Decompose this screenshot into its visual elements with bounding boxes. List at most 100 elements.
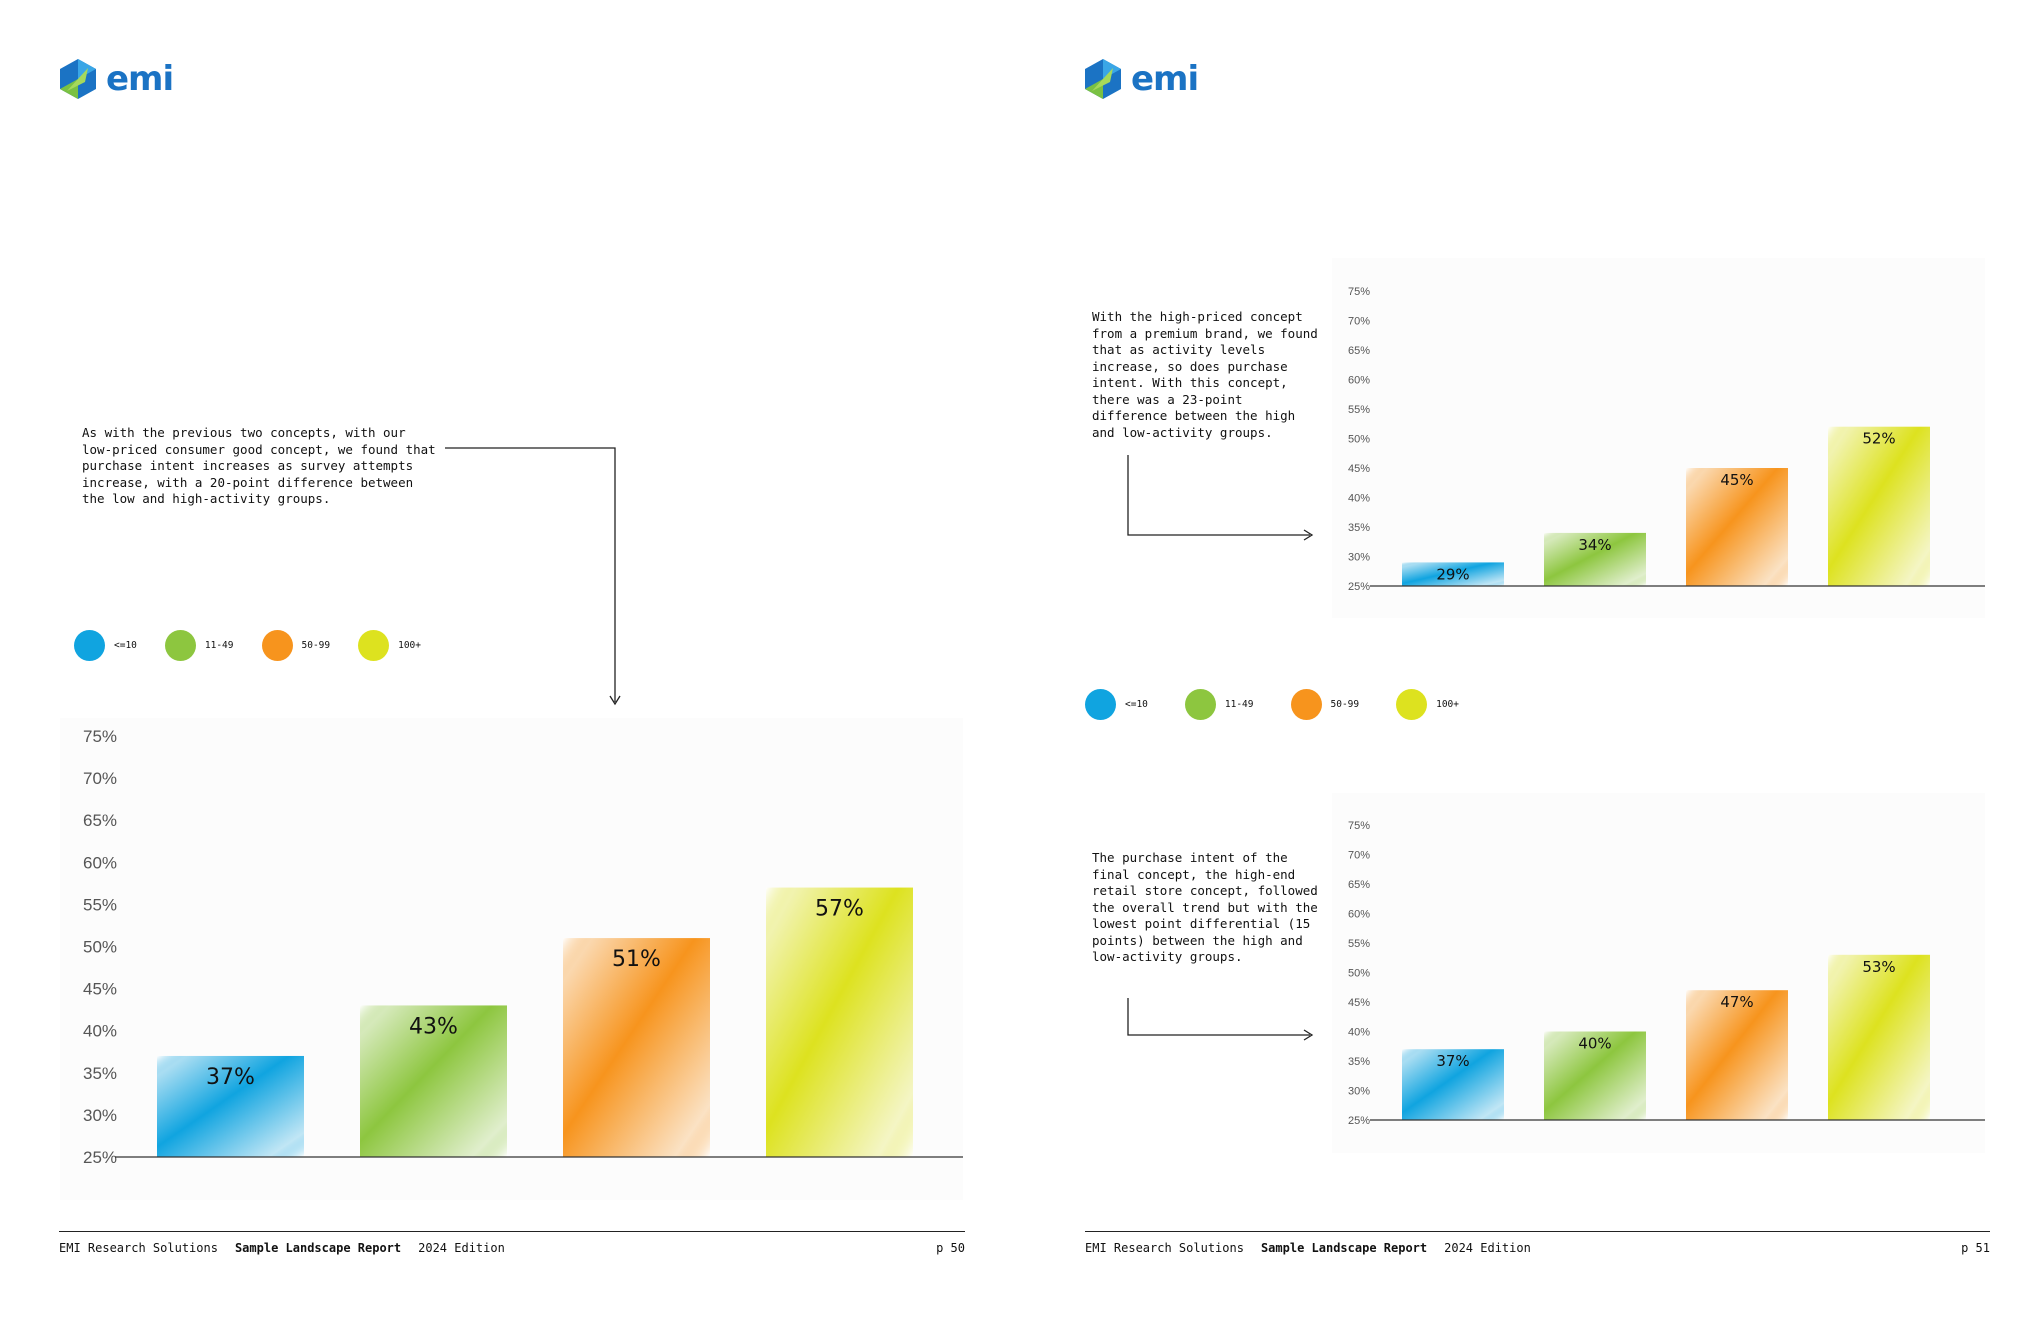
legend-item: 11-49 — [164, 630, 234, 661]
y-tick-label: 60% — [83, 853, 117, 872]
legend-label: 11-49 — [1224, 699, 1254, 710]
y-tick-label: 65% — [1348, 345, 1370, 357]
y-tick-label: 60% — [1348, 374, 1370, 386]
y-tick-label: 65% — [83, 811, 117, 830]
legend-label: 50-99 — [301, 640, 331, 651]
bar — [157, 1055, 304, 1157]
callout-text-bottom: The purchase intent of the final concept… — [1092, 850, 1318, 964]
y-tick-label: 25% — [83, 1148, 117, 1167]
y-tick-label: 70% — [83, 769, 117, 788]
y-tick-label: 75% — [1348, 820, 1370, 832]
legend-item: 100+ — [358, 630, 421, 661]
legend: <=10 11-49 50-99 100+ — [74, 630, 449, 661]
emi-hexagon-icon — [60, 59, 96, 99]
bar-value-label: 37% — [206, 1065, 255, 1090]
bar — [360, 1005, 507, 1157]
y-tick-label: 50% — [1348, 967, 1370, 979]
legend-swatch — [164, 630, 196, 661]
emi-logo: emi — [1083, 58, 1199, 100]
bar-value-label: 40% — [1578, 1035, 1611, 1053]
bar-value-label: 37% — [1436, 1052, 1469, 1070]
legend-swatch — [261, 630, 293, 661]
bar — [1544, 1031, 1646, 1120]
y-tick-label: 35% — [83, 1064, 117, 1083]
legend-swatch — [358, 630, 390, 661]
page-right: emi With the high-priced concept from a … — [1020, 0, 2040, 1320]
bar-value-label: 29% — [1436, 565, 1469, 583]
page-left: emi As with the previous two concepts, w… — [58, 58, 965, 1255]
y-tick-label: 60% — [1348, 908, 1370, 920]
legend-label: <=10 — [1125, 699, 1148, 710]
bar-value-label: 57% — [815, 897, 864, 922]
legend-label: <=10 — [114, 640, 137, 651]
bar-value-label: 53% — [1862, 958, 1895, 976]
legend-label: 100+ — [398, 640, 421, 651]
bar — [1828, 954, 1930, 1120]
bar-chart-left: 25% 30% 35% 40% 45% 50% 55% 60% 65% 70% 75% 37% 43% 5… — [60, 718, 963, 1200]
legend-item: 100+ — [1396, 689, 1459, 720]
bar-value-label: 43% — [409, 1014, 458, 1039]
bar-chart-svg: 25% 30% 35% 40% 45% 50% 55% 60% 65% 70% 75% 37% 43% 5… — [83, 727, 963, 1167]
bar — [563, 938, 710, 1157]
y-tick-label: 70% — [1348, 849, 1370, 861]
callout-text-top: With the high-priced concept from a prem… — [1092, 309, 1318, 440]
bar-chart-svg: 25% 30% 35% 40% 45% 50% 55% 60% 65% 70% 75% 29% 34% 4… — [1348, 286, 1985, 593]
emi-logo: emi — [58, 58, 174, 100]
y-tick-label: 50% — [1348, 433, 1370, 445]
y-tick-label: 30% — [1348, 1085, 1370, 1097]
bar — [766, 887, 913, 1157]
y-tick-label: 45% — [83, 980, 117, 999]
y-tick-label: 55% — [1348, 938, 1370, 950]
legend-item: 50-99 — [1290, 689, 1359, 720]
y-tick-label: 40% — [1348, 1026, 1370, 1038]
footer-org: EMI Research Solutions — [59, 1241, 218, 1255]
footer: EMI Research Solutions Sample Landscape … — [59, 1231, 965, 1255]
footer-page-number: p 50 — [936, 1241, 965, 1255]
y-tick-label: 70% — [1348, 315, 1370, 327]
y-tick-label: 45% — [1348, 997, 1370, 1009]
bar-chart-right-top: 25% 30% 35% 40% 45% 50% 55% 60% 65% 70% 75% 29% 34% 4… — [1332, 258, 1985, 618]
bar — [1686, 990, 1788, 1120]
legend-label: 100+ — [1436, 699, 1459, 710]
y-tick-label: 25% — [1348, 581, 1370, 593]
bar-value-label: 45% — [1720, 471, 1753, 489]
y-tick-label: 25% — [1348, 1115, 1370, 1127]
y-tick-label: 65% — [1348, 879, 1370, 891]
bar-value-label: 51% — [612, 947, 661, 972]
legend: <=10 11-49 50-99 100+ — [1085, 689, 1487, 720]
footer: EMI Research Solutions Sample Landscape … — [1085, 1231, 1990, 1255]
legend-swatch — [1085, 689, 1116, 720]
bar-value-label: 52% — [1862, 430, 1895, 448]
bar — [1686, 468, 1788, 586]
legend-swatch — [74, 630, 105, 661]
y-tick-label: 40% — [83, 1022, 117, 1041]
callout-text: As with the previous two concepts, with … — [82, 425, 436, 506]
footer-report-title: Sample Landscape Report — [234, 1241, 402, 1255]
legend-item: 50-99 — [261, 630, 331, 661]
y-tick-label: 55% — [1348, 404, 1370, 416]
footer-org: EMI Research Solutions — [1085, 1241, 1244, 1255]
y-tick-label: 35% — [1348, 1056, 1370, 1068]
emi-wordmark: emi — [1131, 59, 1199, 99]
bar-chart-svg: 25% 30% 35% 40% 45% 50% 55% 60% 65% 70% 75% 37% 40% 4… — [1348, 820, 1985, 1127]
footer-edition: 2024 Edition — [418, 1241, 505, 1255]
bar-value-label: 34% — [1578, 536, 1611, 554]
bar-value-label: 47% — [1720, 993, 1753, 1011]
legend-label: 11-49 — [204, 640, 234, 651]
emi-hexagon-icon — [1085, 59, 1121, 99]
footer-page-number: p 51 — [1961, 1241, 1990, 1255]
y-tick-label: 35% — [1348, 522, 1370, 534]
legend-swatch — [1290, 689, 1322, 720]
footer-report-title: Sample Landscape Report — [1260, 1241, 1428, 1255]
bar — [1828, 426, 1930, 586]
y-tick-label: 75% — [83, 727, 117, 746]
y-tick-label: 45% — [1348, 463, 1370, 475]
legend-swatch — [1184, 689, 1216, 720]
bar — [1544, 532, 1646, 586]
legend-item: 11-49 — [1184, 689, 1254, 720]
y-tick-label: 30% — [1348, 551, 1370, 563]
y-tick-label: 40% — [1348, 492, 1370, 504]
y-tick-label: 50% — [83, 937, 117, 956]
legend-swatch — [1396, 689, 1428, 720]
bar — [1402, 1049, 1504, 1120]
